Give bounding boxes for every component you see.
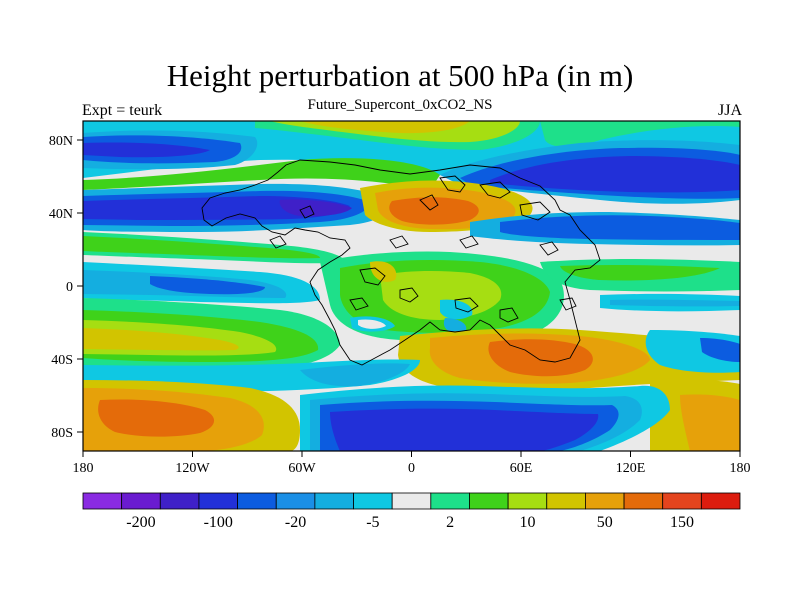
colorbar-box bbox=[700, 492, 741, 510]
colorbar-box bbox=[585, 492, 625, 510]
colorbar-label: -200 bbox=[126, 514, 155, 531]
colorbar-label: 10 bbox=[519, 514, 535, 531]
x-tick-label: 120E bbox=[616, 461, 646, 476]
x-tick-label: 180 bbox=[730, 461, 751, 476]
map-subtitle: Future_Supercont_0xCO2_NS bbox=[307, 97, 493, 113]
experiment-label: Expt = teurk bbox=[82, 102, 163, 119]
colorbar-box bbox=[314, 492, 354, 510]
colorbar-label: 2 bbox=[446, 514, 454, 531]
tick-marks bbox=[77, 139, 741, 457]
x-tick-label: 60E bbox=[510, 461, 533, 476]
colorbar-box bbox=[82, 492, 123, 510]
colorbar-box bbox=[159, 492, 200, 510]
colorbar-label: -20 bbox=[285, 514, 306, 531]
colorbar-label: 150 bbox=[670, 514, 694, 531]
colorbar bbox=[82, 492, 741, 510]
y-tick-label: 0 bbox=[66, 280, 73, 295]
y-tick-labels: 80N 40N 0 40S 80S bbox=[49, 134, 73, 441]
colorbar-label: -5 bbox=[366, 514, 379, 531]
x-tick-labels: 180 120W 60W 0 60E 120E 180 bbox=[73, 461, 751, 476]
x-tick-label: 0 bbox=[408, 461, 415, 476]
x-tick-label: 120W bbox=[175, 461, 210, 476]
colorbar-box bbox=[662, 492, 702, 510]
y-tick-label: 40N bbox=[49, 207, 73, 222]
coastline-outline bbox=[201, 159, 601, 366]
colorbar-box bbox=[430, 492, 470, 510]
map-title: Height perturbation at 500 hPa (in m) bbox=[166, 58, 634, 93]
x-tick-label: 180 bbox=[73, 461, 94, 476]
colorbar-labels: -200 -100 -20 -5 2 10 50 150 bbox=[126, 514, 694, 531]
y-tick-label: 40S bbox=[51, 353, 73, 368]
colorbar-box bbox=[623, 492, 664, 510]
colorbar-box bbox=[507, 492, 548, 510]
x-tick-label: 60W bbox=[288, 461, 316, 476]
contour-field bbox=[83, 121, 740, 451]
colorbar-box bbox=[353, 492, 393, 510]
colorbar-box bbox=[469, 492, 509, 510]
colorbar-label: 50 bbox=[597, 514, 613, 531]
colorbar-label: -100 bbox=[204, 514, 233, 531]
colorbar-box bbox=[198, 492, 238, 510]
y-tick-label: 80S bbox=[51, 426, 73, 441]
season-label: JJA bbox=[717, 102, 742, 119]
colorbar-box bbox=[546, 492, 586, 510]
colorbar-box bbox=[391, 492, 432, 510]
colorbar-box bbox=[121, 492, 161, 510]
colorbar-box bbox=[237, 492, 277, 510]
colorbar-box bbox=[275, 492, 316, 510]
y-tick-label: 80N bbox=[49, 134, 73, 149]
